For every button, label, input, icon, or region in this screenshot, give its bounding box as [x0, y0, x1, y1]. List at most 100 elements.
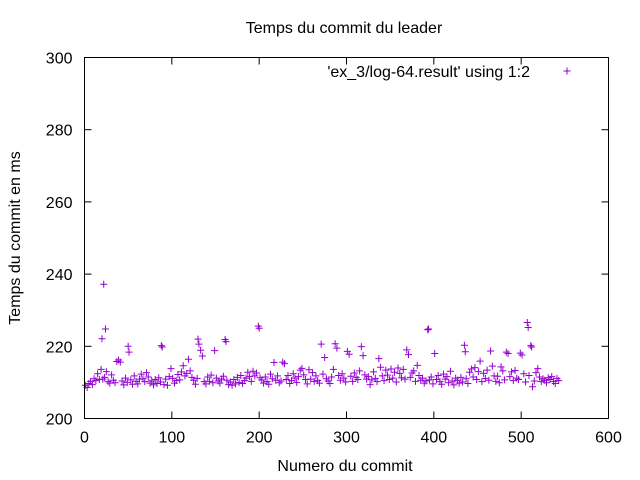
data-point	[499, 367, 507, 375]
data-point	[478, 378, 486, 386]
data-point	[333, 344, 341, 352]
data-point	[462, 375, 470, 383]
data-point	[258, 376, 266, 384]
data-point	[204, 373, 212, 381]
data-point	[218, 375, 226, 383]
data-point	[233, 373, 241, 381]
data-point	[100, 280, 108, 288]
plot-marks	[81, 280, 563, 391]
data-point	[349, 377, 357, 385]
data-point	[524, 324, 532, 332]
data-point	[319, 370, 327, 378]
data-point	[329, 365, 337, 373]
data-point	[480, 369, 488, 377]
data-point	[366, 381, 374, 389]
data-point	[280, 360, 288, 368]
data-point	[523, 318, 531, 326]
data-point	[487, 347, 495, 355]
data-point	[300, 371, 308, 379]
legend-label: 'ex_3/log-64.result' using 1:2	[327, 64, 530, 81]
data-point	[371, 374, 379, 382]
data-point	[354, 376, 362, 384]
data-point	[529, 383, 537, 391]
data-point	[530, 377, 538, 385]
data-point	[149, 381, 157, 389]
data-point	[141, 378, 149, 386]
data-point	[377, 363, 385, 371]
data-point	[520, 370, 528, 378]
data-point	[527, 342, 535, 350]
data-point	[513, 374, 521, 382]
data-point	[277, 377, 285, 385]
data-point	[539, 375, 547, 383]
data-point	[247, 377, 255, 385]
data-point	[143, 369, 151, 377]
data-point	[291, 374, 299, 382]
data-point	[191, 380, 199, 388]
data-point	[516, 349, 524, 357]
data-point	[158, 343, 166, 351]
data-point	[108, 371, 116, 379]
data-point	[425, 376, 433, 384]
data-point	[92, 377, 100, 385]
data-point	[274, 372, 282, 380]
data-point	[148, 377, 156, 385]
data-point	[268, 375, 276, 383]
data-point	[167, 365, 175, 373]
data-point	[228, 381, 236, 389]
data-point	[474, 368, 482, 376]
data-point	[163, 381, 171, 389]
y-tick-label: 220	[46, 339, 73, 356]
data-point	[364, 373, 372, 381]
data-point	[194, 335, 202, 343]
data-point	[413, 361, 421, 369]
data-point	[144, 373, 152, 381]
data-point	[265, 380, 273, 388]
data-point	[525, 372, 533, 380]
data-point	[111, 379, 119, 387]
data-point	[177, 368, 185, 376]
data-point	[401, 375, 409, 383]
data-point	[488, 362, 496, 370]
data-point	[198, 352, 206, 360]
data-point	[357, 343, 365, 351]
data-point	[195, 340, 203, 348]
data-point	[88, 381, 96, 389]
y-tick-label: 260	[46, 195, 73, 212]
data-point	[542, 379, 550, 387]
data-point	[270, 359, 278, 367]
data-point	[255, 324, 263, 332]
data-point	[485, 376, 493, 384]
data-point	[137, 370, 145, 378]
data-point	[471, 364, 479, 372]
data-point	[459, 378, 467, 386]
data-point	[555, 377, 563, 385]
data-point	[518, 351, 526, 359]
data-point	[460, 341, 468, 349]
data-point	[310, 377, 318, 385]
y-tick-label: 300	[46, 51, 73, 68]
data-point	[548, 373, 556, 381]
x-axis-label: Numero du commit	[277, 458, 413, 475]
data-point	[98, 335, 106, 343]
data-point	[418, 374, 426, 382]
data-point	[443, 373, 451, 381]
y-tick-label: 200	[46, 412, 73, 429]
data-point	[312, 372, 320, 380]
data-point	[331, 340, 339, 348]
data-point	[184, 355, 192, 363]
data-point	[356, 367, 364, 375]
data-point	[424, 326, 432, 334]
y-tick-label: 280	[46, 123, 73, 140]
data-point	[235, 378, 243, 386]
data-point	[445, 379, 453, 387]
data-point	[246, 373, 254, 381]
data-point	[450, 381, 458, 389]
chart-title: Temps du commit du leader	[246, 20, 443, 37]
data-point	[190, 376, 198, 384]
data-point	[293, 378, 301, 386]
x-tick-label: 100	[158, 430, 185, 447]
data-point	[476, 357, 484, 365]
data-point	[546, 376, 554, 384]
data-point	[495, 379, 503, 387]
